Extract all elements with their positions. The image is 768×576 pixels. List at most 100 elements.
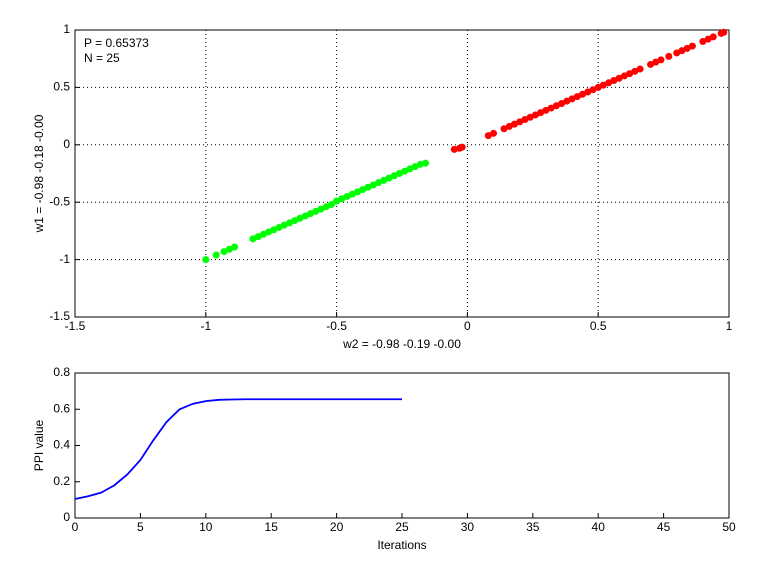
x-tick-label: 45 xyxy=(657,520,671,534)
point xyxy=(369,181,377,189)
point xyxy=(280,221,288,229)
x-tick-label: 0 xyxy=(464,319,471,333)
point xyxy=(558,99,566,107)
y-tick-label: 0 xyxy=(63,510,70,524)
y-axis-label: PPI value xyxy=(32,419,46,471)
point xyxy=(458,143,466,151)
point xyxy=(673,49,681,57)
point xyxy=(286,219,294,227)
point xyxy=(406,165,414,173)
point xyxy=(542,106,550,114)
point xyxy=(296,214,304,222)
point xyxy=(547,104,555,112)
y-tick-label: -1.5 xyxy=(49,309,70,323)
point xyxy=(395,170,403,177)
x-tick-label: 35 xyxy=(526,520,540,534)
annotation: N = 25 xyxy=(84,51,120,65)
x-tick-label: 5 xyxy=(137,520,144,534)
point xyxy=(526,113,534,121)
point xyxy=(231,243,239,251)
point xyxy=(678,47,686,55)
point xyxy=(599,81,607,89)
point xyxy=(704,35,712,43)
point xyxy=(652,58,660,66)
point xyxy=(610,77,618,85)
y-axis-label: w1 = -0.98 -0.18 -0.00 xyxy=(32,114,46,233)
y-tick-label: 0.6 xyxy=(53,401,70,415)
x-tick-label: 25 xyxy=(395,520,409,534)
x-tick-label: -1 xyxy=(200,319,211,333)
point xyxy=(584,88,592,96)
point xyxy=(594,83,602,91)
y-tick-label: -1 xyxy=(59,252,70,266)
point xyxy=(401,167,409,175)
annotation: P = 0.65373 xyxy=(84,36,149,50)
point xyxy=(490,129,498,137)
x-tick-label: 40 xyxy=(592,520,606,534)
point xyxy=(531,111,539,119)
point xyxy=(688,42,696,50)
x-tick-label: 1 xyxy=(726,319,733,333)
point xyxy=(202,256,210,264)
point xyxy=(422,159,430,167)
y-tick-label: -0.5 xyxy=(49,194,70,208)
point xyxy=(537,109,545,117)
point xyxy=(380,176,388,184)
y-tick-label: 1 xyxy=(63,22,70,36)
x-axis-label: Iterations xyxy=(377,538,426,552)
point xyxy=(312,207,320,215)
x-tick-label: 10 xyxy=(199,520,213,534)
point xyxy=(327,200,335,208)
point xyxy=(665,52,673,60)
point xyxy=(359,186,367,194)
point xyxy=(254,233,262,241)
point xyxy=(306,210,314,218)
x-tick-label: 50 xyxy=(722,520,736,534)
point xyxy=(568,95,576,103)
point xyxy=(709,33,717,41)
point xyxy=(505,122,513,130)
point xyxy=(301,212,309,220)
point xyxy=(354,188,362,196)
point xyxy=(291,217,299,225)
x-tick-label: -1.5 xyxy=(65,319,86,333)
point xyxy=(636,65,644,73)
axes: -1.5 -1 -0.5 0 0.5 1 -1.5 -1 -0.5 0 0.5 1 w2 = -0.98… xyxy=(32,22,732,351)
point xyxy=(220,248,228,256)
point xyxy=(385,174,393,182)
line xyxy=(74,398,402,500)
x-tick-label: -0.5 xyxy=(326,319,347,333)
x-axis-label: w2 = -0.98 -0.19 -0.00 xyxy=(342,337,461,351)
point xyxy=(259,230,267,238)
y-tick-label: 0 xyxy=(63,137,70,151)
point xyxy=(343,192,351,200)
y-tick-label: 0.8 xyxy=(53,365,70,379)
point xyxy=(521,116,529,124)
point xyxy=(275,223,283,231)
axes: 0 5 10 15 20 25 30 35 40 45 50 0 0.2 0.4 0.6 0.8 Iterati… xyxy=(32,365,736,552)
point xyxy=(416,160,424,168)
point xyxy=(338,195,346,203)
point xyxy=(270,226,278,234)
point xyxy=(390,172,398,180)
point xyxy=(699,37,707,45)
point xyxy=(626,70,634,78)
point xyxy=(364,183,372,191)
point xyxy=(212,251,220,259)
point xyxy=(605,79,613,87)
point xyxy=(615,74,623,82)
plot-area xyxy=(74,372,730,519)
point xyxy=(500,125,508,133)
point xyxy=(411,163,419,171)
point xyxy=(348,190,356,198)
point xyxy=(573,93,581,101)
point xyxy=(374,179,382,187)
y-tick-label: 0.4 xyxy=(53,438,70,452)
x-tick-label: 0 xyxy=(72,520,79,534)
point xyxy=(333,197,341,205)
point xyxy=(225,245,233,253)
point xyxy=(589,86,597,94)
point xyxy=(510,120,518,128)
